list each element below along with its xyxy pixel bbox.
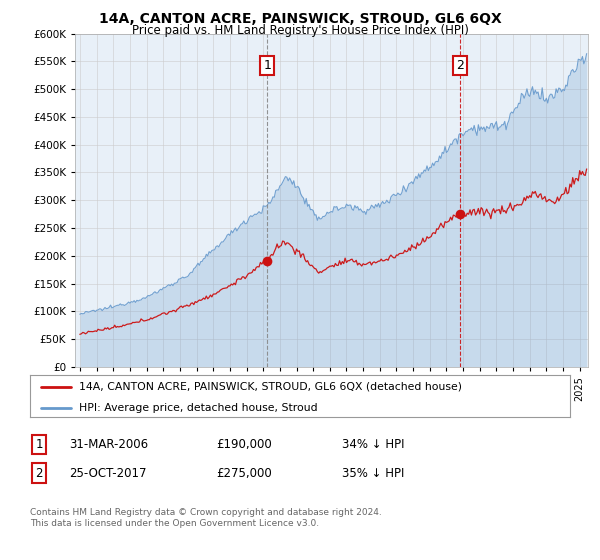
Text: 34% ↓ HPI: 34% ↓ HPI: [342, 438, 404, 451]
Text: Contains HM Land Registry data © Crown copyright and database right 2024.
This d: Contains HM Land Registry data © Crown c…: [30, 508, 382, 528]
Text: 35% ↓ HPI: 35% ↓ HPI: [342, 466, 404, 480]
Text: Price paid vs. HM Land Registry's House Price Index (HPI): Price paid vs. HM Land Registry's House …: [131, 24, 469, 36]
Text: 14A, CANTON ACRE, PAINSWICK, STROUD, GL6 6QX: 14A, CANTON ACRE, PAINSWICK, STROUD, GL6…: [98, 12, 502, 26]
Text: 25-OCT-2017: 25-OCT-2017: [69, 466, 146, 480]
Text: £275,000: £275,000: [216, 466, 272, 480]
Text: £190,000: £190,000: [216, 438, 272, 451]
Text: 1: 1: [263, 59, 271, 72]
Text: 14A, CANTON ACRE, PAINSWICK, STROUD, GL6 6QX (detached house): 14A, CANTON ACRE, PAINSWICK, STROUD, GL6…: [79, 382, 461, 392]
Text: 1: 1: [35, 438, 43, 451]
Text: 31-MAR-2006: 31-MAR-2006: [69, 438, 148, 451]
Text: 2: 2: [457, 59, 464, 72]
Text: HPI: Average price, detached house, Stroud: HPI: Average price, detached house, Stro…: [79, 403, 317, 413]
Text: 2: 2: [35, 466, 43, 480]
